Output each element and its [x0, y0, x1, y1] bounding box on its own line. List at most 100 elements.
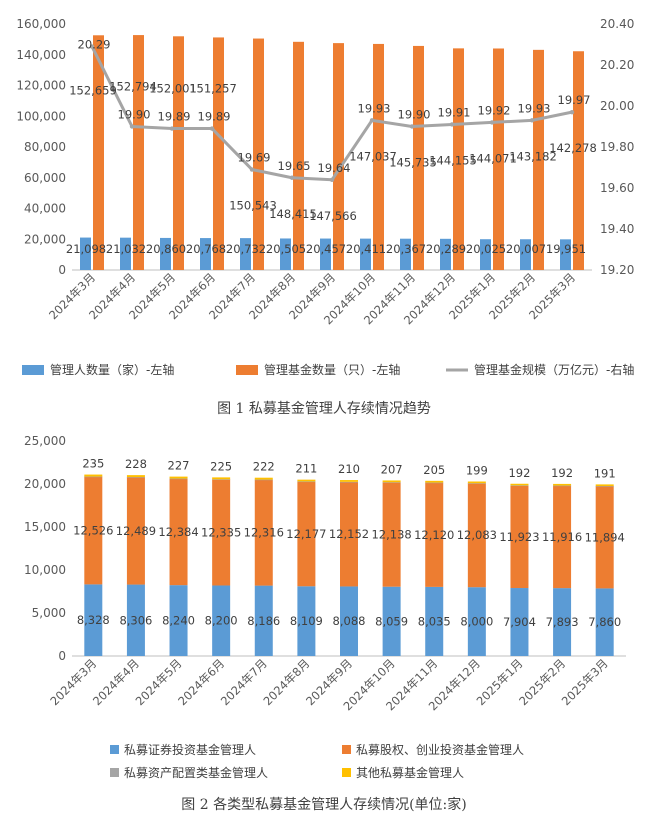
bar-equity-vc-managers [425, 482, 444, 587]
y-tick-label: 10,000 [24, 563, 66, 577]
y-tick-label: 20,000 [24, 477, 66, 491]
bar-asset-allocation-managers [340, 481, 358, 483]
y-left-tick-label: 120,000 [16, 79, 66, 93]
line-point-fund-scale [569, 109, 575, 115]
data-label-fund-scale: 20.29 [78, 38, 111, 52]
y-tick-label: 15,000 [24, 520, 66, 534]
bar-securities-managers [553, 588, 572, 656]
bar-other-managers [425, 480, 444, 483]
line-point-fund-scale [529, 118, 535, 123]
legend-label: 私募证券投资基金管理人 [124, 742, 256, 757]
data-label-equity-vc-managers: 12,489 [116, 524, 156, 538]
data-label-other-managers: 205 [423, 463, 445, 477]
bar-securities-managers [382, 586, 401, 656]
bar-equity-vc-managers [340, 481, 358, 587]
data-label-funds-count: 147,566 [309, 209, 357, 223]
bar-equity-vc-managers [297, 481, 316, 587]
data-label-fund-scale: 19.90 [118, 108, 151, 122]
data-label-securities-managers: 8,088 [333, 614, 366, 628]
bar-securities-managers [425, 586, 444, 656]
bar-managers-count [320, 238, 331, 270]
data-label-managers-count: 20,411 [346, 242, 386, 256]
y-left-tick-label: 140,000 [16, 48, 66, 62]
bar-asset-allocation-managers [254, 479, 273, 481]
bar-managers-count [240, 238, 251, 270]
data-label-other-managers: 235 [82, 457, 104, 471]
bar-securities-managers [340, 586, 358, 656]
y-right-tick-label: 19.20 [600, 263, 634, 277]
y-right-tick-label: 20.40 [600, 17, 634, 31]
bar-equity-vc-managers [126, 477, 145, 585]
bar-funds-count [333, 43, 344, 270]
data-label-securities-managers: 8,186 [247, 614, 280, 628]
data-label-managers-count: 21,098 [66, 242, 106, 256]
chart-1-fund-managers-trend: 020,00040,00060,00080,000100,000120,0001… [16, 17, 634, 417]
line-point-fund-scale [489, 120, 495, 125]
data-label-managers-count: 21,032 [106, 242, 146, 256]
data-label-equity-vc-managers: 11,894 [585, 530, 625, 544]
data-label-securities-managers: 8,328 [77, 613, 110, 627]
bar-other-managers [467, 481, 486, 484]
figure-caption: 图 2 各类型私募基金管理人存续情况(单位:家) [181, 796, 466, 813]
bar-asset-allocation-managers [595, 486, 614, 487]
bar-managers-count [120, 237, 131, 270]
bar-other-managers [212, 477, 231, 480]
line-point-fund-scale [209, 126, 215, 131]
data-label-fund-scale: 19.89 [198, 110, 231, 124]
bar-managers-count [520, 239, 531, 270]
bar-asset-allocation-managers [510, 485, 529, 487]
bar-other-managers [340, 480, 358, 482]
bar-managers-count [480, 239, 491, 270]
data-label-fund-scale: 19.93 [358, 101, 391, 115]
data-label-managers-count: 20,367 [386, 242, 426, 256]
legend-swatch [110, 768, 119, 777]
legend-label: 管理基金数量（只）-左轴 [264, 362, 400, 377]
bar-asset-allocation-managers [425, 482, 444, 484]
data-label-managers-count: 20,025 [466, 242, 506, 256]
data-label-securities-managers: 7,860 [588, 615, 621, 629]
bar-funds-count [93, 35, 104, 270]
bar-funds-count [493, 48, 504, 270]
data-label-securities-managers: 8,306 [119, 613, 152, 627]
bar-managers-count [360, 238, 371, 270]
data-label-other-managers: 228 [125, 457, 147, 471]
bar-other-managers [84, 474, 103, 477]
y-right-tick-label: 19.40 [600, 222, 634, 236]
data-label-managers-count: 20,457 [306, 242, 346, 256]
data-label-managers-count: 20,732 [226, 242, 266, 256]
y-right-tick-label: 20.20 [600, 58, 634, 72]
data-label-funds-count: 150,543 [229, 199, 277, 213]
bar-managers-count [400, 238, 411, 270]
bar-other-managers [126, 475, 145, 478]
data-label-fund-scale: 19.90 [398, 108, 431, 122]
data-label-securities-managers: 8,200 [205, 614, 238, 628]
legend-label: 其他私募基金管理人 [356, 765, 464, 780]
bar-other-managers [510, 483, 529, 486]
bar-managers-count [560, 239, 571, 270]
bar-funds-count [293, 41, 304, 271]
bar-equity-vc-managers [169, 478, 188, 586]
data-label-managers-count: 19,951 [546, 242, 586, 256]
data-label-securities-managers: 8,035 [418, 614, 451, 628]
line-point-fund-scale [169, 126, 175, 131]
data-label-funds-count: 143,182 [509, 149, 557, 163]
data-label-funds-count: 144,155 [429, 153, 477, 167]
legend-swatch [236, 365, 258, 375]
y-left-tick-label: 40,000 [24, 202, 66, 216]
bar-equity-vc-managers [510, 485, 529, 589]
bar-asset-allocation-managers [126, 477, 145, 478]
data-label-equity-vc-managers: 12,177 [286, 527, 326, 541]
data-label-securities-managers: 8,000 [460, 615, 493, 629]
data-label-equity-vc-managers: 11,923 [499, 530, 539, 544]
data-label-managers-count: 20,505 [266, 242, 306, 256]
bar-managers-count [280, 238, 291, 270]
data-label-other-managers: 207 [381, 462, 403, 476]
data-label-funds-count: 147,037 [349, 149, 397, 163]
data-label-funds-count: 151,257 [189, 82, 237, 96]
data-label-other-managers: 225 [210, 459, 232, 473]
bar-funds-count [533, 49, 544, 271]
data-label-funds-count: 152,794 [109, 80, 157, 94]
bar-securities-managers [467, 587, 486, 656]
bar-managers-count [440, 238, 451, 270]
